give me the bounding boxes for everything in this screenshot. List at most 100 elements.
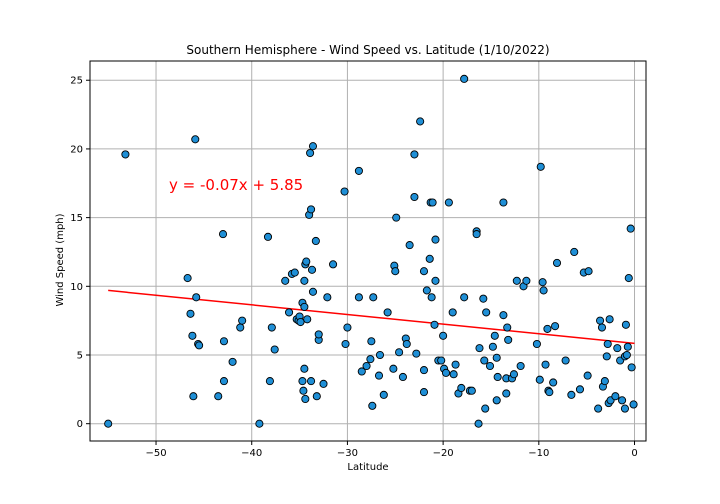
- data-point: [479, 294, 488, 303]
- data-point: [218, 230, 228, 239]
- data-point: [480, 356, 489, 365]
- data-point: [509, 370, 518, 379]
- data-point: [605, 315, 614, 324]
- data-point: [308, 142, 318, 151]
- data-point: [627, 363, 636, 372]
- data-point: [594, 404, 603, 413]
- data-point: [622, 350, 631, 360]
- data-point: [603, 339, 612, 349]
- data-point: [485, 361, 495, 371]
- data-point: [422, 286, 431, 295]
- data-point: [307, 205, 316, 214]
- data-point: [214, 392, 223, 401]
- data-point: [412, 349, 421, 358]
- data-point: [183, 274, 192, 283]
- data-point: [499, 311, 508, 320]
- data-point: [300, 276, 309, 285]
- data-point: [306, 148, 315, 158]
- data-point: [583, 371, 592, 380]
- data-point: [561, 356, 570, 365]
- data-point: [629, 400, 638, 409]
- data-point: [369, 293, 378, 302]
- data-point: [538, 278, 547, 287]
- data-point: [303, 315, 312, 324]
- data-point: [488, 342, 497, 351]
- x-tick-label: −40: [241, 448, 262, 459]
- data-point: [475, 344, 484, 353]
- data-point: [492, 396, 501, 405]
- data-point: [430, 320, 439, 329]
- data-point: [219, 377, 229, 386]
- x-tick-label: 0: [631, 448, 637, 459]
- data-point: [419, 366, 429, 375]
- data-point: [104, 419, 113, 428]
- data-point: [460, 293, 469, 302]
- data-point: [374, 371, 384, 380]
- data-point: [329, 260, 338, 269]
- data-point: [624, 274, 633, 283]
- data-point: [265, 377, 274, 386]
- data-point: [290, 268, 299, 277]
- data-point: [492, 353, 501, 362]
- data-point: [448, 308, 457, 317]
- data-point: [121, 150, 130, 159]
- data-point: [444, 198, 453, 207]
- data-point: [428, 198, 437, 207]
- data-point: [499, 198, 508, 207]
- data-point: [626, 224, 635, 233]
- data-point: [597, 323, 607, 332]
- data-point: [535, 375, 544, 384]
- data-point: [219, 337, 229, 346]
- data-point: [267, 323, 276, 332]
- data-point: [228, 357, 237, 366]
- data-point: [613, 344, 622, 353]
- data-point: [427, 293, 436, 302]
- data-point: [383, 308, 392, 317]
- data-point: [312, 392, 321, 401]
- data-point: [516, 361, 525, 371]
- data-point: [600, 377, 609, 386]
- data-point: [431, 276, 440, 285]
- data-point: [301, 394, 310, 404]
- data-point: [298, 377, 307, 386]
- data-point: [551, 322, 560, 331]
- x-tick-label: −50: [145, 448, 166, 459]
- data-point: [570, 247, 579, 257]
- data-point: [419, 388, 429, 397]
- data-point: [441, 368, 451, 377]
- regression-equation: y = -0.07x + 5.85: [169, 176, 303, 194]
- data-point: [255, 419, 264, 428]
- data-point: [410, 150, 419, 159]
- data-point: [512, 276, 521, 285]
- data-point: [263, 232, 273, 241]
- data-point: [457, 383, 466, 393]
- data-point: [405, 241, 414, 250]
- data-point: [195, 341, 204, 350]
- data-point: [389, 364, 398, 373]
- y-tick-label: 5: [77, 350, 83, 361]
- data-point: [437, 356, 446, 365]
- data-point: [188, 331, 197, 340]
- data-point: [584, 267, 593, 276]
- data-point: [341, 339, 350, 349]
- data-point: [623, 342, 632, 351]
- data-point: [186, 309, 195, 318]
- data-point: [474, 419, 483, 428]
- data-point: [402, 339, 411, 349]
- y-tick-label: 25: [70, 76, 83, 87]
- y-axis-ticks: 0 5 10 15 20 25: [70, 76, 90, 430]
- data-point: [311, 236, 320, 246]
- data-point: [602, 352, 611, 361]
- data-point: [490, 331, 499, 340]
- data-point: [192, 293, 201, 302]
- plot-frame: [89, 60, 647, 442]
- data-point: [308, 287, 318, 296]
- data-point: [504, 335, 513, 344]
- data-point: [367, 337, 376, 346]
- data-point: [596, 316, 605, 325]
- chart-title: Southern Hemisphere - Wind Speed vs. Lat…: [186, 43, 549, 57]
- data-point: [410, 192, 419, 202]
- data-point: [189, 392, 198, 401]
- data-point: [323, 293, 332, 302]
